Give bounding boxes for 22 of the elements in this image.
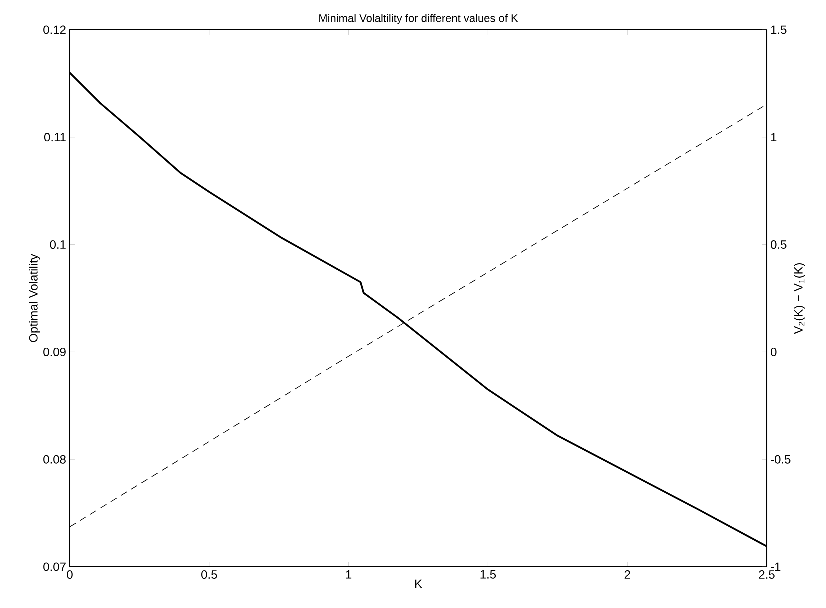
x-tick-label: 2.5 <box>759 570 775 580</box>
x-tick-label: 2 <box>624 570 630 579</box>
y2-tick-label: -1 <box>771 562 781 572</box>
y-tick-label: 0.11 <box>44 133 66 142</box>
x-axis-title: K <box>415 580 422 588</box>
y2-tick-label: 0.5 <box>771 240 787 250</box>
y-axis-title: Optimal Volatility <box>29 254 40 342</box>
x-tick-label: 0 <box>67 570 73 580</box>
y2-tick-label: -0.5 <box>771 455 791 464</box>
y2-tick-label: 1 <box>771 133 777 142</box>
y-tick-label: 0.12 <box>44 26 66 34</box>
y2-axis-title: V$_{2}$(K) − V$_{1}$(K) <box>794 263 806 334</box>
x-tick-label: 1 <box>346 570 352 579</box>
y-tick-label: 0.07 <box>44 562 66 572</box>
y2-tick-label: 1.5 <box>771 26 787 34</box>
y2-tick-label: 0 <box>771 348 777 356</box>
chart-title: Minimal Volaltility for different values of K <box>320 14 518 24</box>
y-tick-label: 0.08 <box>44 455 66 464</box>
y-tick-label: 0.09 <box>44 348 66 356</box>
x-tick-label: 1.5 <box>480 570 496 579</box>
y-tick-label: 0.1 <box>50 240 66 250</box>
x-tick-label: 0.5 <box>202 570 218 580</box>
